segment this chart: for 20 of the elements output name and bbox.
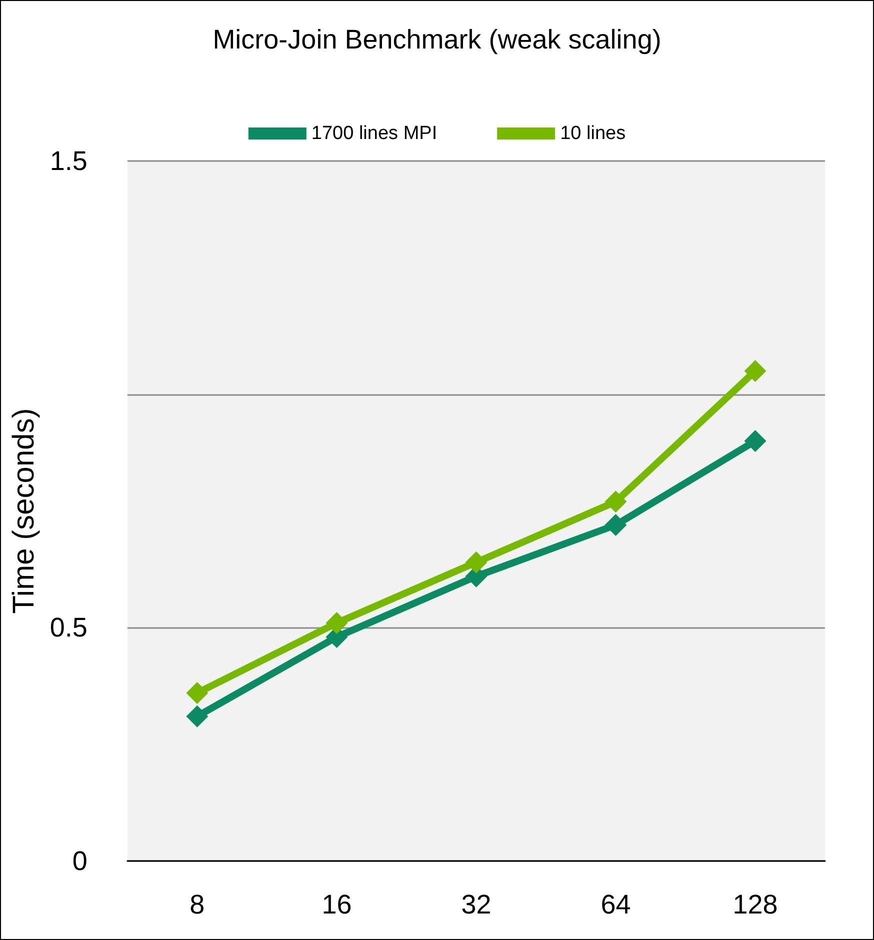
y-tick-label: 1.5 xyxy=(50,146,88,176)
point xyxy=(186,682,208,704)
point xyxy=(744,430,766,452)
y-tick-label: 0 xyxy=(72,846,88,876)
chart-title: Micro-Join Benchmark (weak scaling) xyxy=(212,24,662,54)
x-tick-label: 32 xyxy=(461,890,492,920)
legend-label: 1700 lines MPI xyxy=(311,123,438,144)
point xyxy=(186,705,208,728)
point xyxy=(326,612,348,634)
point xyxy=(744,360,766,382)
x-tick-label: 8 xyxy=(190,890,205,920)
y-tick-label: 0.5 xyxy=(50,612,88,643)
y-axis-title: Time (seconds) xyxy=(8,408,40,614)
x-tick-label: 128 xyxy=(732,890,778,920)
x-tick-label: 16 xyxy=(322,890,352,920)
x-tick-label: 64 xyxy=(600,890,631,920)
point xyxy=(465,551,488,574)
point xyxy=(604,490,627,513)
point xyxy=(604,514,627,536)
legend-label: 10 lines xyxy=(560,123,626,144)
